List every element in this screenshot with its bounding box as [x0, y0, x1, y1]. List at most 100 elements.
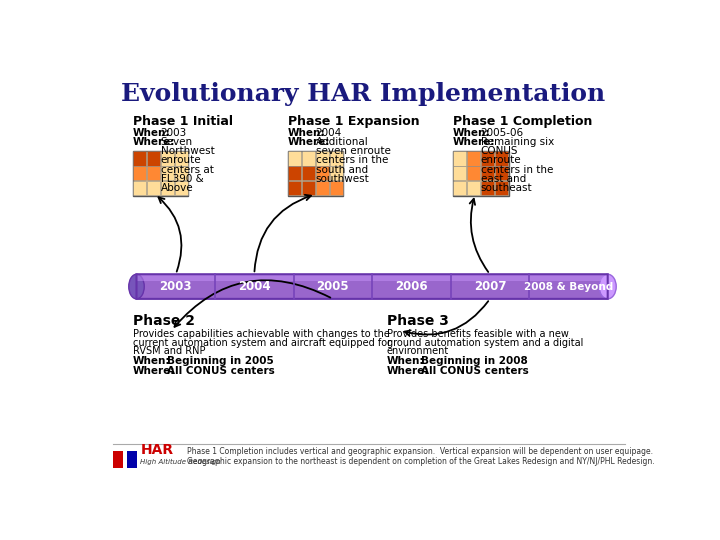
Text: 2003: 2003 [160, 280, 192, 293]
Text: enroute: enroute [161, 156, 201, 165]
Bar [161, 151, 174, 166]
Bar [147, 166, 160, 180]
Text: enroute: enroute [481, 156, 521, 165]
Text: centers in the: centers in the [315, 156, 388, 165]
Text: seven enroute: seven enroute [315, 146, 390, 156]
Text: Phase 1 Expansion: Phase 1 Expansion [287, 115, 419, 128]
Bar [316, 151, 329, 166]
Bar [453, 181, 467, 195]
Text: Where:: Where: [453, 137, 495, 147]
Text: Beginning in 2008: Beginning in 2008 [421, 356, 528, 366]
Text: 2004: 2004 [238, 280, 271, 293]
Text: 2007: 2007 [474, 280, 506, 293]
Bar [133, 166, 146, 180]
Text: Above: Above [161, 183, 193, 193]
Bar [302, 166, 315, 180]
Bar [147, 181, 160, 195]
Bar [330, 181, 343, 195]
Text: 2004: 2004 [315, 127, 342, 138]
Text: RVSM and RNP: RVSM and RNP [132, 346, 205, 356]
Text: Phase 1 Completion includes vertical and geographic expansion.  Vertical expansi: Phase 1 Completion includes vertical and… [187, 448, 653, 456]
Text: Northwest: Northwest [161, 146, 215, 156]
Text: 2005: 2005 [317, 280, 349, 293]
Bar [161, 166, 174, 180]
Bar [118, 451, 122, 468]
Bar [288, 151, 301, 166]
Text: current automation system and aircraft equipped for: current automation system and aircraft e… [132, 338, 391, 348]
Text: High Altitude Redesign: High Altitude Redesign [140, 458, 221, 464]
Bar [127, 451, 132, 468]
Text: southeast: southeast [481, 183, 532, 193]
Bar [132, 151, 189, 195]
Bar [453, 166, 467, 180]
Text: 2005-06: 2005-06 [481, 127, 523, 138]
Text: Where:: Where: [387, 366, 429, 376]
Text: Additional: Additional [315, 137, 368, 147]
Ellipse shape [599, 274, 616, 299]
Text: centers in the: centers in the [481, 165, 553, 174]
FancyBboxPatch shape [137, 274, 608, 299]
Bar [453, 151, 467, 166]
Bar [453, 151, 508, 195]
Text: Evolutionary HAR Implementation: Evolutionary HAR Implementation [121, 82, 606, 106]
Text: Where:: Where: [132, 137, 175, 147]
Text: CONUS: CONUS [481, 146, 518, 156]
Text: Phase 1 Initial: Phase 1 Initial [132, 115, 233, 128]
Text: When:: When: [132, 356, 170, 366]
Bar [316, 181, 329, 195]
Ellipse shape [129, 274, 144, 299]
Bar [288, 181, 301, 195]
Bar [330, 166, 343, 180]
Text: Provides capabilities achievable with changes to the: Provides capabilities achievable with ch… [132, 329, 390, 339]
Text: east and: east and [481, 174, 526, 184]
Text: environment: environment [387, 346, 449, 356]
Text: All CONUS centers: All CONUS centers [421, 366, 528, 376]
Text: centers at: centers at [161, 165, 213, 174]
Text: Phase 1 Completion: Phase 1 Completion [453, 115, 592, 128]
Bar [133, 151, 146, 166]
Text: All CONUS centers: All CONUS centers [167, 366, 274, 376]
Text: Beginning in 2005: Beginning in 2005 [167, 356, 274, 366]
Bar [495, 151, 508, 166]
Bar [495, 166, 508, 180]
Bar [316, 166, 329, 180]
Bar [495, 181, 508, 195]
Bar [330, 151, 343, 166]
Text: Provides benefits feasible with a new: Provides benefits feasible with a new [387, 329, 569, 339]
Bar [467, 151, 480, 166]
Text: southwest: southwest [315, 174, 369, 184]
Bar [175, 151, 188, 166]
Bar [467, 181, 480, 195]
Text: When:: When: [132, 127, 170, 138]
Text: When:: When: [287, 127, 325, 138]
Text: ground automation system and a digital: ground automation system and a digital [387, 338, 583, 348]
Text: FL390 &: FL390 & [161, 174, 203, 184]
Bar [467, 166, 480, 180]
Bar [122, 451, 127, 468]
Bar [113, 451, 118, 468]
Bar [288, 166, 301, 180]
Bar [175, 181, 188, 195]
Text: south and: south and [315, 165, 368, 174]
Bar [481, 181, 494, 195]
Bar [175, 166, 188, 180]
Bar [133, 181, 146, 195]
FancyBboxPatch shape [137, 274, 608, 281]
Bar [481, 151, 494, 166]
Text: When:: When: [387, 356, 424, 366]
Text: HAR: HAR [140, 443, 174, 457]
Text: Remaining six: Remaining six [481, 137, 554, 147]
Text: Phase 2: Phase 2 [132, 314, 194, 328]
Text: Geographic expansion to the northeast is dependent on completion of the Great La: Geographic expansion to the northeast is… [187, 457, 654, 465]
Bar [132, 451, 137, 468]
Bar [287, 151, 343, 195]
Bar [302, 151, 315, 166]
Bar [481, 166, 494, 180]
Text: 2008 & Beyond: 2008 & Beyond [524, 281, 613, 292]
Text: When:: When: [453, 127, 490, 138]
Bar [147, 151, 160, 166]
Bar [302, 181, 315, 195]
Text: Where:: Where: [132, 366, 175, 376]
Text: Phase 3: Phase 3 [387, 314, 449, 328]
Bar [161, 181, 174, 195]
